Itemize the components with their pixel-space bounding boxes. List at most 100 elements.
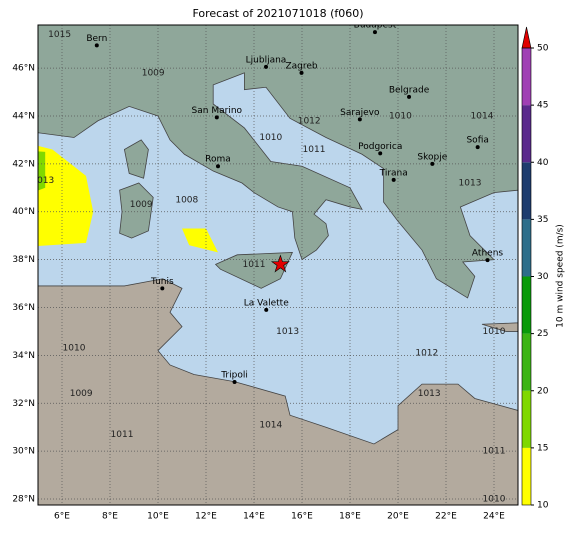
isobar-label: 1010 [483, 495, 506, 505]
wind-area [38, 145, 94, 247]
isobar-label: 1009 [130, 200, 153, 210]
island [481, 322, 518, 332]
city-label: Sofia [466, 136, 488, 146]
isobar-label: 1010 [389, 111, 412, 121]
isobar-label: 1008 [175, 195, 198, 205]
city-label: Podgorica [358, 142, 402, 152]
city-label: Belgrade [389, 85, 430, 95]
x-tick-label: 12°E [195, 512, 217, 522]
x-tick-label: 6°E [54, 512, 70, 522]
city-label: Tripoli [220, 370, 248, 380]
island [119, 182, 154, 239]
city-dot [372, 30, 377, 35]
y-tick-label: 36°N [12, 303, 35, 313]
city-label: Zagreb [285, 61, 317, 71]
colorbar-band [522, 162, 531, 220]
isobar-label: 1011 [243, 260, 266, 270]
x-tick-label: 10°E [147, 512, 169, 522]
isobar-label: 1010 [63, 344, 86, 354]
city-label: San Marino [192, 106, 243, 116]
colorbar-tick-label: 10 [537, 501, 549, 511]
isobar-label: 1015 [48, 30, 71, 40]
y-tick-label: 42°N [12, 159, 35, 169]
y-tick-label: 46°N [12, 64, 35, 74]
isobar-label: 1010 [483, 327, 506, 337]
city-label: Skopje [417, 152, 447, 162]
city-dot [475, 145, 480, 150]
isobar-label: 1013 [31, 176, 54, 186]
isobar-label: 1009 [70, 389, 93, 399]
x-tick-label: 24°E [483, 512, 505, 522]
colorbar-band [522, 105, 531, 163]
city-dot [357, 117, 362, 122]
city-label: La Valette [244, 298, 289, 308]
city-label: Bern [86, 34, 107, 44]
isobar-label: 1010 [259, 133, 282, 143]
colorbar-band [522, 276, 531, 334]
city-dot [378, 151, 383, 156]
city-dot [216, 164, 220, 169]
colorbar-band [522, 48, 531, 106]
city-dot [391, 177, 396, 182]
colorbar-band [522, 447, 531, 505]
x-tick-label: 16°E [291, 512, 313, 522]
colorbar-tick-label: 40 [537, 158, 549, 168]
y-tick-label: 44°N [12, 111, 35, 121]
y-tick-label: 32°N [12, 399, 35, 409]
map-layer: 1015 1009 1010 1011 1012 1013 1009 1008 1011 1013… [31, 21, 518, 505]
isobar-label: 1011 [303, 145, 326, 155]
x-tick-label: 22°E [435, 512, 457, 522]
isobar-label: 1011 [483, 447, 506, 457]
event-marker [270, 254, 290, 273]
colorbar-extend [521, 26, 532, 49]
city-label: Sarajevo [340, 108, 380, 118]
city-dot [430, 161, 435, 166]
isobar-label: 1013 [459, 179, 482, 189]
x-tick-label: 8°E [102, 512, 118, 522]
isobar-label: 1009 [142, 68, 165, 78]
x-tick-label: 20°E [387, 512, 409, 522]
city-dot [264, 64, 268, 69]
wind-area [182, 228, 218, 253]
colorbar-band [522, 333, 531, 391]
wind-area [38, 151, 46, 191]
city-label: Tunis [150, 277, 174, 287]
isobar-label: 1012 [298, 116, 321, 126]
y-tick-label: 34°N [12, 351, 35, 361]
colorbar-tick-label: 50 [537, 44, 549, 54]
city-label: Budapest [354, 21, 397, 31]
x-tick-label: 18°E [339, 512, 361, 522]
city-label: Roma [205, 155, 231, 165]
colorbar-tick-label: 45 [537, 101, 548, 111]
city-dot [485, 258, 490, 263]
city-dot [264, 307, 269, 312]
colorbar-label: 10 m wind speed (m/s) [556, 224, 566, 328]
isobar-label: 1013 [276, 327, 299, 337]
city-dot [232, 379, 237, 384]
city-dot [214, 115, 219, 120]
city-dot [94, 43, 99, 48]
y-tick-label: 28°N [12, 495, 35, 505]
colorbar-tick-label: 30 [537, 272, 549, 282]
isobar-label: 1011 [111, 430, 134, 440]
isobar-label: 1014 [259, 420, 282, 430]
isobar-label: 1012 [415, 348, 438, 358]
city-label: Athens [472, 249, 503, 259]
y-tick-label: 30°N [12, 447, 35, 457]
y-tick-label: 38°N [12, 255, 35, 265]
colorbar-tick-label: 25 [537, 329, 548, 339]
colorbar-tick-label: 35 [537, 215, 548, 225]
city-dot [407, 94, 412, 99]
city-label: Ljubljana [246, 55, 287, 65]
colorbar-band [522, 219, 531, 277]
colorbar: 10 15 20 25 30 35 40 45 50 10 m wind speed (m/s) [521, 26, 566, 511]
x-tick-label: 14°E [243, 512, 265, 522]
city-dot [299, 70, 304, 75]
title: Forecast of 2021071018 (f060) [192, 7, 363, 20]
colorbar-band [522, 390, 531, 448]
city-dot [160, 286, 165, 291]
y-tick-label: 40°N [12, 207, 35, 217]
city-label: Tirana [379, 168, 408, 178]
